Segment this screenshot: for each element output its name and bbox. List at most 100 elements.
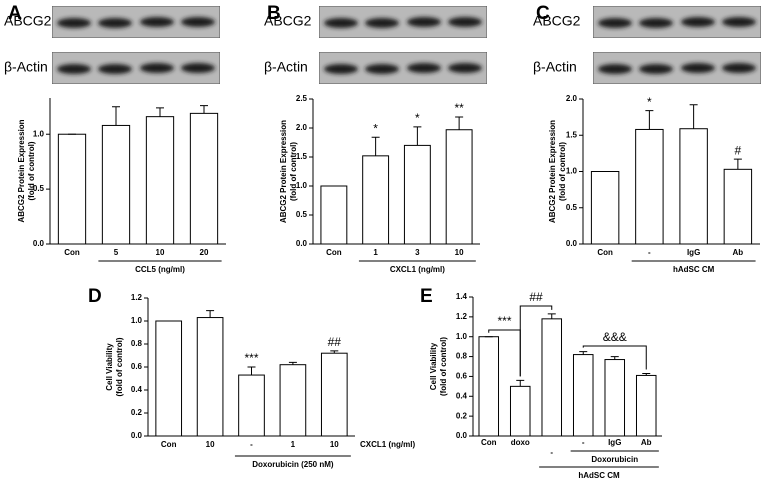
- bar: [403, 144, 431, 245]
- y-tick-label: 0.6: [131, 362, 143, 371]
- y-tick-label: 1.0: [566, 167, 578, 176]
- error-bar: [413, 126, 422, 146]
- y-tick-label: 1.2: [456, 312, 468, 321]
- error-bar: [455, 116, 464, 130]
- bar: [590, 171, 620, 245]
- significance-label: ***: [244, 351, 258, 365]
- x-tick-label: IgG: [687, 248, 700, 257]
- blot-label: ABCG2: [264, 13, 312, 29]
- y-tick-label: 1.5: [296, 152, 308, 161]
- y-tick-label: 1.4: [456, 292, 468, 301]
- bar: [604, 359, 626, 437]
- bracket-label: &&&: [603, 330, 627, 344]
- y-tick-label: 0.0: [456, 431, 468, 440]
- bar: [679, 128, 708, 245]
- error-bar: [247, 366, 256, 376]
- y-tick-label: 0.0: [566, 239, 578, 248]
- bar: [279, 364, 307, 437]
- x-tick-label: -: [550, 448, 553, 457]
- bar: [238, 374, 265, 437]
- blot-image: [319, 6, 487, 38]
- group-label: CCL5 (ng/ml): [135, 265, 185, 274]
- y-tick-label: 0.4: [456, 391, 468, 400]
- error-bar: [330, 350, 339, 354]
- x-tick-label: 3: [415, 248, 420, 257]
- panel-letter: C: [536, 3, 550, 24]
- y-tick-label: 0.8: [456, 352, 468, 361]
- x-tick-label: 20: [200, 248, 209, 257]
- group-label: hAdSC CM: [578, 471, 620, 480]
- error-bar: [610, 356, 619, 360]
- bar: [635, 128, 664, 245]
- bar: [189, 112, 219, 245]
- bar: [320, 185, 348, 245]
- x-tick-label: 10: [330, 440, 339, 449]
- error-bar: [733, 158, 742, 170]
- bracket: [519, 305, 553, 377]
- y-axis-label: ABCG2 Protein Expression: [17, 119, 26, 222]
- y-tick-label: 0.5: [296, 210, 308, 219]
- significance-label: *: [647, 95, 652, 109]
- error-bar: [288, 361, 297, 365]
- bar: [723, 168, 753, 245]
- blot-label: ABCG2: [4, 13, 52, 29]
- blot-label: β-Actin: [4, 59, 48, 75]
- x-tick-label: 5: [114, 248, 119, 257]
- bracket: [582, 345, 647, 370]
- y-axis-label: ABCG2 Protein Expression: [279, 120, 288, 223]
- bar: [57, 133, 87, 245]
- x-tick-label: doxo: [511, 438, 530, 447]
- x-tick-label: 1: [291, 440, 296, 449]
- y-tick-label: 1.0: [33, 129, 45, 138]
- blot-image: [319, 52, 487, 84]
- error-bar: [516, 379, 525, 387]
- y-tick-label: 0.0: [296, 239, 308, 248]
- y-axis-label: Cell Viability: [429, 342, 438, 390]
- bar: [101, 124, 131, 245]
- x-unit-label: CXCL1 (ng/ml): [360, 440, 415, 449]
- x-tick-label: -: [648, 248, 651, 257]
- blot-label: β-Actin: [264, 59, 308, 75]
- blot-image: [52, 52, 220, 84]
- error-bar: [200, 105, 208, 114]
- y-tick-label: 0.5: [33, 184, 45, 193]
- x-tick-label: Ab: [641, 438, 652, 447]
- group-label: hAdSC CM: [673, 265, 715, 274]
- bar: [445, 129, 473, 245]
- bar: [362, 155, 390, 245]
- y-axis-label: Cell Viability: [105, 343, 114, 391]
- x-tick-label: Con: [481, 438, 497, 447]
- bar: [145, 116, 175, 245]
- x-tick-label: -: [582, 438, 585, 447]
- significance-label: #: [735, 143, 742, 157]
- x-tick-label: Con: [326, 248, 342, 257]
- y-tick-label: 1.5: [566, 130, 578, 139]
- bar: [155, 320, 183, 437]
- y-tick-label: 1.0: [296, 181, 308, 190]
- significance-label: *: [373, 121, 378, 135]
- error-bar: [645, 110, 654, 130]
- y-tick-label: 0.4: [131, 385, 143, 394]
- group-label: Doxorubicin: [591, 455, 638, 464]
- x-tick-label: 1: [373, 248, 378, 257]
- panel-letter: E: [420, 286, 433, 307]
- bracket-label: ##: [529, 290, 543, 304]
- significance-label: ##: [328, 335, 342, 349]
- error-bar: [547, 313, 556, 319]
- bar: [635, 374, 657, 437]
- y-axis-label: (fold of control): [115, 337, 124, 396]
- bar: [196, 317, 224, 437]
- y-tick-label: 1.0: [456, 332, 468, 341]
- x-tick-label: 10: [206, 440, 215, 449]
- error-bar: [112, 106, 120, 126]
- panel-letter: D: [88, 286, 102, 307]
- panel-letter: A: [8, 3, 22, 24]
- y-tick-label: 2.0: [296, 123, 308, 132]
- y-tick-label: 2.5: [296, 94, 308, 103]
- x-tick-label: 10: [156, 248, 165, 257]
- bar: [478, 336, 500, 437]
- y-tick-label: 2.0: [566, 94, 578, 103]
- x-tick-label: -: [250, 440, 253, 449]
- error-bar: [156, 107, 164, 117]
